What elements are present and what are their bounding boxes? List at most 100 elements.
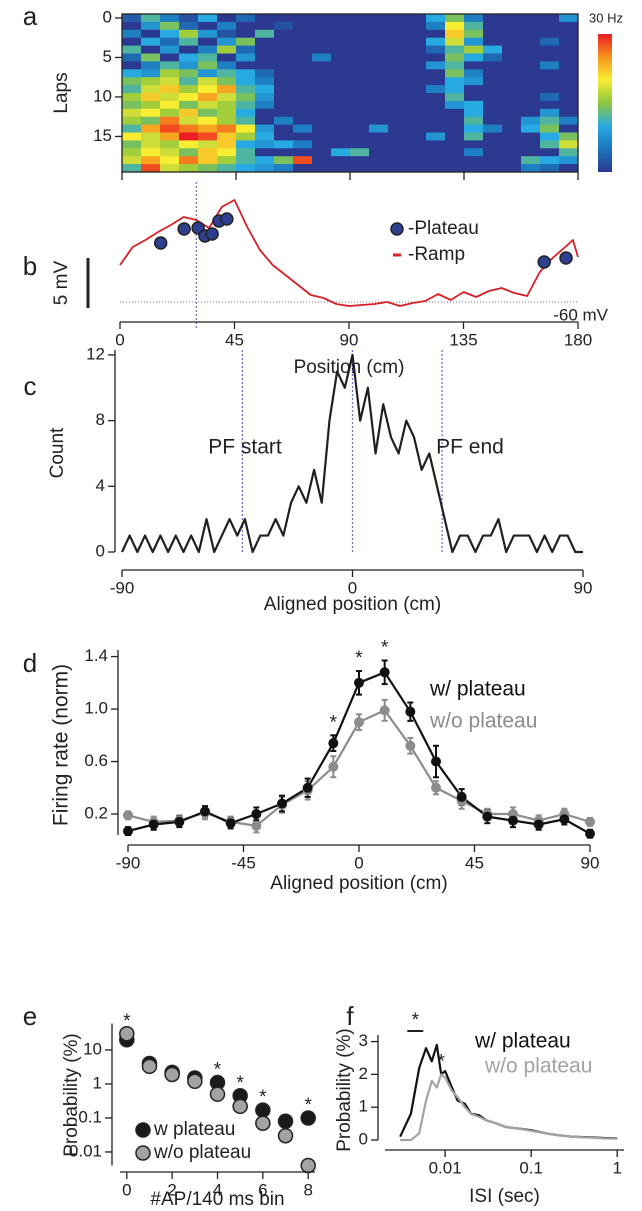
heatmap-cell [198, 45, 218, 54]
colorbar [598, 34, 612, 172]
heatmap-cell [483, 148, 503, 157]
x-tick-label: -90 [110, 578, 135, 597]
data-point [255, 1115, 271, 1131]
heatmap-cell [293, 124, 313, 133]
heatmap-cell [559, 61, 579, 70]
data-point [328, 738, 339, 749]
heatmap-cell [521, 37, 541, 46]
scale-bar-label: 5 mV [51, 261, 72, 306]
data-point [153, 236, 168, 250]
heatmap-cell [331, 45, 351, 54]
significance-star: * [236, 1073, 244, 1094]
heatmap-cell [331, 21, 351, 31]
data-point [220, 212, 234, 226]
heatmap-cell [236, 132, 256, 141]
heatmap-cell [217, 21, 237, 31]
heatmap-cell [407, 124, 427, 133]
heatmap-cell [331, 93, 351, 102]
heatmap-cell [521, 53, 541, 62]
heatmap-cell [160, 77, 180, 86]
heatmap-cell [559, 156, 579, 165]
heatmap-cell [521, 77, 541, 86]
heatmap-cell [217, 116, 237, 125]
y-tick-label: 12 [86, 344, 105, 363]
heatmap-cell [407, 69, 427, 78]
heatmap-cell [236, 53, 256, 62]
heatmap-cell [502, 148, 522, 157]
heatmap-cell [198, 148, 218, 157]
heatmap-cell [407, 164, 427, 173]
heatmap-cell [236, 140, 256, 149]
heatmap-cell [255, 21, 275, 31]
heatmap-cell [122, 77, 142, 86]
legend-label: w/ plateau [474, 1030, 571, 1053]
heatmap-cell [198, 116, 218, 125]
heatmap-cell [502, 85, 522, 94]
heatmap-cell [350, 164, 370, 173]
heatmap-cell [217, 37, 237, 46]
heatmap-cell [369, 93, 389, 102]
heatmap-cell [179, 61, 199, 70]
heatmap-cell [274, 148, 294, 157]
heatmap-cell [559, 124, 579, 133]
heatmap-cell [426, 29, 446, 39]
heatmap-cell [388, 156, 408, 165]
heatmap-cell [217, 164, 237, 173]
y-tick-label: 0 [96, 541, 105, 560]
heatmap-cell [122, 53, 142, 62]
heatmap-cell [198, 132, 218, 141]
heatmap-cell [559, 29, 579, 39]
data-point [300, 1157, 316, 1174]
heatmap-cell [236, 29, 256, 39]
heatmap-cell [369, 164, 389, 173]
heatmap-cell [350, 21, 370, 31]
heatmap-cell [217, 45, 237, 54]
heatmap-cell [502, 37, 522, 46]
heatmap-cell [198, 29, 218, 39]
heatmap-cell [407, 14, 427, 23]
heatmap-cell [540, 148, 560, 157]
heatmap-cell [160, 93, 180, 102]
heatmap-cell [426, 164, 446, 173]
heatmap-cell [483, 108, 503, 118]
heatmap-cell [179, 132, 199, 141]
heatmap-cell [160, 53, 180, 62]
heatmap-cell [521, 61, 541, 70]
heatmap-cell [331, 108, 351, 118]
heatmap-cell [540, 21, 560, 31]
heatmap-cell [255, 14, 275, 23]
data-point [251, 820, 262, 831]
heatmap-cell [350, 124, 370, 133]
heatmap-cell [255, 100, 275, 110]
heatmap-cell [217, 14, 237, 23]
heatmap-cell [236, 77, 256, 86]
heatmap-cell [179, 124, 199, 133]
heatmap-cell [198, 156, 218, 165]
heatmap-cell [293, 61, 313, 70]
heatmap-cell [312, 140, 332, 149]
x-tick-label: -90 [116, 853, 141, 872]
heatmap-cell [426, 100, 446, 110]
x-tick-label: -45 [231, 853, 256, 872]
heatmap-cell [407, 108, 427, 118]
heatmap-cell [141, 21, 161, 31]
data-point [379, 705, 390, 716]
heatmap-cell [388, 21, 408, 31]
heatmap-cell [160, 85, 180, 94]
heatmap-cell [540, 156, 560, 165]
heatmap-cell [559, 116, 579, 125]
heatmap-cell [350, 140, 370, 149]
heatmap-cell [141, 61, 161, 70]
heatmap-cell [160, 61, 180, 70]
heatmap-cell [198, 61, 218, 70]
heatmap-cell [217, 93, 237, 102]
heatmap-cell [445, 69, 465, 78]
heatmap-cell [331, 85, 351, 94]
y-tick-label: 0 [103, 7, 112, 26]
heatmap-cell [540, 108, 560, 118]
heatmap-cell [198, 21, 218, 31]
heatmap-cell [388, 164, 408, 173]
heatmap-cell [445, 100, 465, 110]
heatmap-cell [464, 53, 484, 62]
heatmap-cell [255, 93, 275, 102]
